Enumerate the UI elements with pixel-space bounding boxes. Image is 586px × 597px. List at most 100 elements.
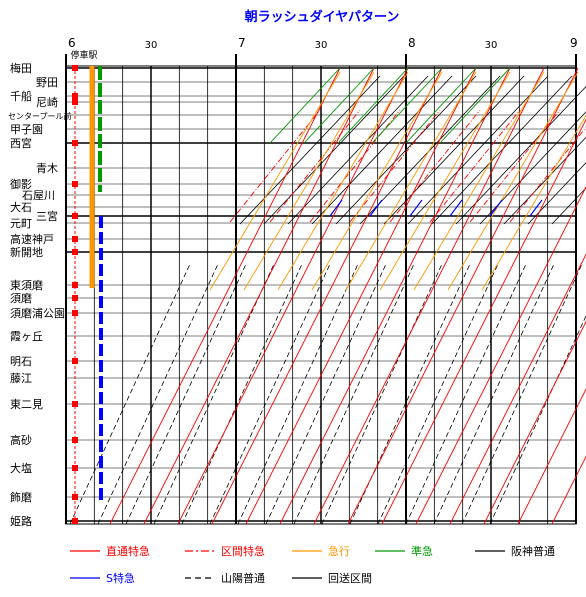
legend-label: 直通特急 <box>106 544 150 558</box>
station-label: 甲子園 <box>10 123 43 136</box>
train-line <box>329 199 343 217</box>
train-line <box>439 67 511 144</box>
train-line <box>447 71 579 291</box>
train-line <box>313 67 545 525</box>
stop-marker <box>72 295 78 301</box>
train-line <box>415 185 586 525</box>
stop-marker <box>72 282 78 288</box>
train-line <box>413 71 545 291</box>
train-line <box>449 253 586 525</box>
hour-label: 9 <box>570 36 578 50</box>
station-label: 東二見 <box>10 398 43 411</box>
station-label: 飾磨 <box>10 491 32 504</box>
station-label: 高速神戸 <box>10 232 54 246</box>
train-line <box>177 67 409 525</box>
train-line <box>503 136 586 225</box>
legend-label: 急行 <box>328 544 350 558</box>
half-hour-label: 30 <box>485 40 498 51</box>
train-line <box>383 75 525 225</box>
train-line <box>287 75 429 225</box>
stop-marker <box>72 465 78 471</box>
half-hour-label: 30 <box>315 40 328 51</box>
station-label: 須磨 <box>10 292 32 305</box>
train-line <box>469 109 561 223</box>
legend-label: 準急 <box>411 544 433 558</box>
train-line <box>335 75 477 225</box>
train-line <box>431 75 573 225</box>
hour-label: 6 <box>68 36 76 50</box>
train-line <box>303 67 375 144</box>
station-label: 御影 <box>10 177 32 191</box>
stop-marker <box>72 437 78 443</box>
train-line <box>449 199 463 217</box>
station-label: 明石 <box>10 355 32 368</box>
station-label: 姫路 <box>10 514 32 528</box>
legend-label: 回送区間 <box>328 571 372 585</box>
train-line <box>269 109 361 223</box>
station-label: 高砂 <box>10 433 32 447</box>
station-label: 須磨浦公園 <box>10 307 65 320</box>
train-line <box>381 118 586 525</box>
station-label: 石屋川 <box>22 189 55 202</box>
train-line <box>277 71 409 291</box>
train-line <box>209 71 341 291</box>
train-line <box>311 75 453 225</box>
legend: 直通特急 区間特急 急行 準急 阪神普通 S特急 山陽普通 回送区間 <box>70 544 555 585</box>
train-line <box>211 67 443 525</box>
stop-marker <box>72 99 78 105</box>
train-line <box>509 126 586 223</box>
train-line <box>345 71 477 291</box>
train-line <box>529 199 543 217</box>
train-lines <box>69 67 586 525</box>
stop-marker <box>72 65 78 71</box>
train-line <box>245 67 477 525</box>
stop-marker <box>72 249 78 255</box>
hour-label: 7 <box>238 36 246 50</box>
train-line <box>409 199 423 217</box>
train-line <box>527 162 586 225</box>
train-line <box>349 109 441 223</box>
station-label: 新開地 <box>10 245 43 259</box>
station-label: 三宮 <box>36 209 58 223</box>
station-label: 野田 <box>36 76 58 89</box>
station-label: 藤江 <box>10 372 32 385</box>
legend-label: 山陽普通 <box>221 571 265 585</box>
train-line <box>429 109 521 223</box>
stop-marker <box>72 140 78 146</box>
stop-stations-header: 停車駅 <box>70 49 97 61</box>
half-hour-label: 30 <box>145 40 158 51</box>
stop-marker <box>72 213 78 219</box>
stop-marker <box>72 181 78 187</box>
train-line <box>279 67 511 525</box>
stop-marker <box>72 93 78 99</box>
station-label: 元町 <box>10 217 32 230</box>
stop-marker <box>72 494 78 500</box>
stop-marker <box>72 518 78 524</box>
legend-label: S特急 <box>106 571 135 585</box>
station-label: 東須磨 <box>10 279 43 292</box>
station-label: 大塩 <box>10 461 32 475</box>
train-line <box>379 71 511 291</box>
train-line <box>337 67 409 144</box>
station-label: 大石 <box>10 200 32 214</box>
train-line <box>371 67 443 144</box>
stop-pattern <box>72 65 103 524</box>
hour-label: 8 <box>408 36 416 50</box>
diagram-title: 朝ラッシュダイヤパターン <box>245 9 400 25</box>
train-line <box>369 199 383 217</box>
train-line <box>407 75 549 225</box>
stop-marker <box>72 358 78 364</box>
train-line <box>481 114 586 291</box>
train-line <box>479 111 586 225</box>
train-line <box>483 320 586 525</box>
station-label: 梅田 <box>10 61 32 75</box>
stop-marker <box>72 401 78 407</box>
train-line <box>269 67 341 144</box>
train-line <box>517 388 586 525</box>
train-line <box>109 67 341 525</box>
station-label: 西宮 <box>10 136 32 150</box>
train-line <box>311 71 443 291</box>
station-label: 千船 <box>10 89 32 103</box>
train-line <box>347 67 579 525</box>
